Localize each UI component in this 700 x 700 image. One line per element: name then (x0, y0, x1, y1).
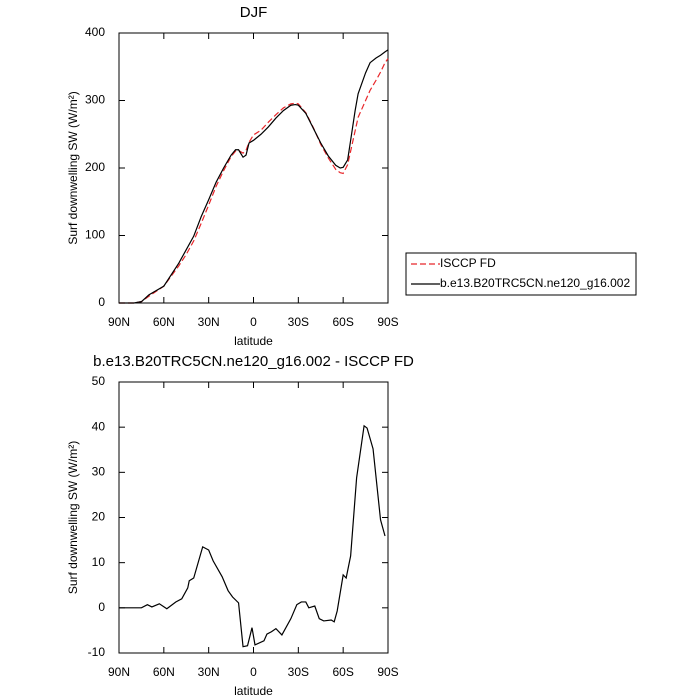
y-tick-label: 10 (92, 555, 106, 569)
y-tick-label: 30 (92, 465, 106, 479)
plot-frame (118, 32, 389, 304)
legend-label: b.e13.B20TRC5CN.ne120_g16.002 (440, 276, 630, 290)
chart-title: b.e13.B20TRC5CN.ne120_g16.002 - ISCCP FD (93, 353, 414, 370)
y-tick-label: -10 (88, 645, 106, 659)
data-line (119, 49, 389, 304)
y-tick-label: 100 (85, 228, 105, 242)
x-tick-label: 60N (153, 665, 175, 679)
x-tick-label: 60S (332, 665, 353, 679)
x-tick-label: 0 (250, 315, 257, 329)
y-tick-label: 40 (92, 419, 106, 433)
x-axis-label: latitude (234, 334, 273, 348)
y-axis-label: Surf downwelling SW (W/m²) (66, 441, 80, 594)
y-tick-label: 0 (98, 600, 105, 614)
y-tick-label: 200 (85, 160, 105, 174)
x-tick-label: 30N (198, 315, 220, 329)
x-tick-label: 90N (108, 665, 130, 679)
legend-box (405, 252, 637, 296)
y-tick-label: 0 (98, 295, 105, 309)
y-axis-label: Surf downwelling SW (W/m²) (66, 91, 80, 244)
x-axis-label: latitude (234, 684, 273, 698)
y-tick-label: 300 (85, 93, 105, 107)
x-tick-label: 90N (108, 315, 130, 329)
y-tick-label: 400 (85, 25, 105, 39)
data-line (119, 424, 386, 648)
chart-title: DJF (240, 4, 268, 21)
x-tick-label: 90S (377, 315, 398, 329)
x-tick-label: 90S (377, 665, 398, 679)
y-tick-label: 20 (92, 510, 106, 524)
x-tick-label: 30S (288, 315, 309, 329)
x-tick-label: 0 (250, 665, 257, 679)
x-tick-label: 30N (198, 665, 220, 679)
x-tick-label: 30S (288, 665, 309, 679)
x-tick-label: 60S (332, 315, 353, 329)
plot-frame (118, 381, 389, 654)
x-tick-label: 60N (153, 315, 175, 329)
data-line (119, 58, 389, 304)
y-tick-label: 50 (92, 374, 106, 388)
legend-label: ISCCP FD (440, 256, 496, 270)
